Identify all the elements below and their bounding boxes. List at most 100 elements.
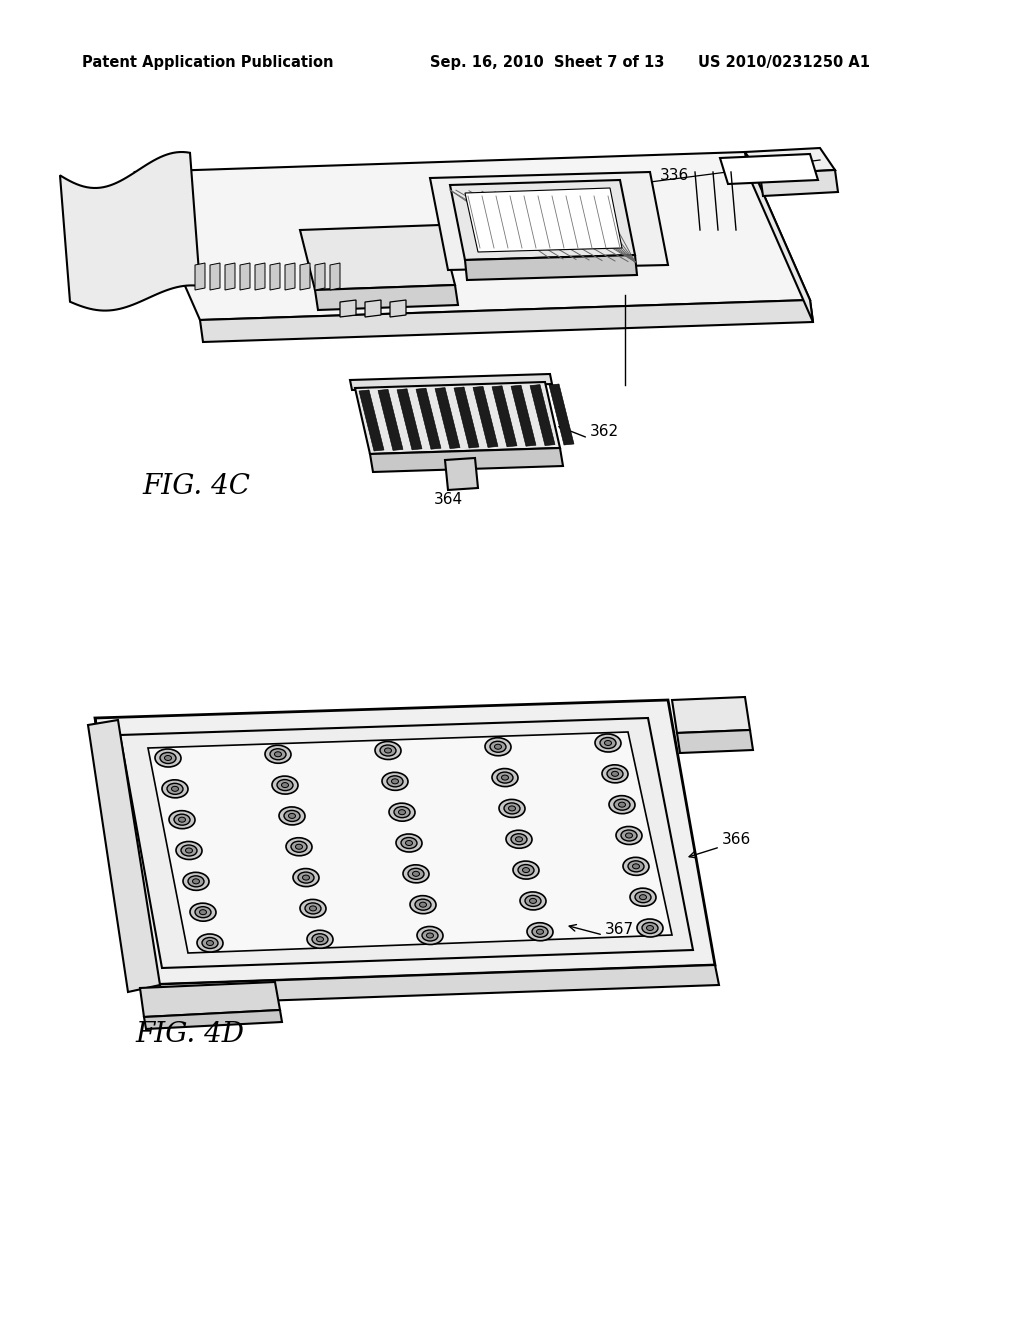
- Polygon shape: [195, 263, 205, 290]
- Ellipse shape: [396, 834, 422, 851]
- Ellipse shape: [384, 748, 391, 752]
- Polygon shape: [430, 172, 668, 271]
- Polygon shape: [255, 263, 265, 290]
- Ellipse shape: [375, 742, 401, 759]
- Ellipse shape: [265, 746, 291, 763]
- Ellipse shape: [626, 833, 633, 838]
- Ellipse shape: [623, 857, 649, 875]
- Ellipse shape: [286, 838, 312, 855]
- Ellipse shape: [197, 935, 223, 952]
- Ellipse shape: [183, 873, 209, 890]
- Ellipse shape: [380, 744, 396, 756]
- Ellipse shape: [162, 780, 188, 797]
- Ellipse shape: [602, 764, 628, 783]
- Polygon shape: [88, 719, 160, 993]
- Ellipse shape: [316, 937, 324, 941]
- Ellipse shape: [291, 841, 307, 853]
- Ellipse shape: [633, 863, 640, 869]
- Ellipse shape: [506, 830, 532, 849]
- Ellipse shape: [195, 907, 211, 917]
- Ellipse shape: [509, 807, 515, 810]
- Ellipse shape: [492, 768, 518, 787]
- Polygon shape: [60, 152, 200, 310]
- Ellipse shape: [305, 903, 321, 913]
- Ellipse shape: [529, 899, 537, 903]
- Polygon shape: [330, 263, 340, 290]
- Ellipse shape: [635, 892, 651, 903]
- Ellipse shape: [302, 875, 309, 880]
- Polygon shape: [210, 263, 220, 290]
- Ellipse shape: [188, 876, 204, 887]
- Text: FIG. 4D: FIG. 4D: [135, 1022, 244, 1048]
- Polygon shape: [240, 263, 250, 290]
- Ellipse shape: [518, 865, 534, 875]
- Polygon shape: [416, 388, 441, 449]
- Ellipse shape: [270, 748, 286, 760]
- Polygon shape: [95, 700, 715, 985]
- Polygon shape: [120, 718, 693, 968]
- Polygon shape: [677, 730, 753, 752]
- Ellipse shape: [382, 772, 408, 791]
- Text: 367: 367: [605, 923, 634, 937]
- Ellipse shape: [618, 803, 626, 807]
- Ellipse shape: [417, 927, 443, 945]
- Polygon shape: [549, 384, 574, 445]
- Ellipse shape: [408, 869, 424, 879]
- Polygon shape: [492, 385, 517, 446]
- Text: 336: 336: [660, 168, 689, 182]
- Ellipse shape: [293, 869, 319, 887]
- Ellipse shape: [630, 888, 656, 906]
- Ellipse shape: [307, 931, 333, 948]
- Ellipse shape: [178, 817, 185, 822]
- Text: 364: 364: [433, 492, 463, 507]
- Polygon shape: [465, 187, 622, 252]
- Ellipse shape: [621, 830, 637, 841]
- Text: US 2010/0231250 A1: US 2010/0231250 A1: [698, 54, 870, 70]
- Ellipse shape: [499, 800, 525, 817]
- Polygon shape: [355, 381, 560, 454]
- Ellipse shape: [169, 810, 195, 829]
- Ellipse shape: [537, 929, 544, 935]
- Ellipse shape: [502, 775, 509, 780]
- Ellipse shape: [604, 741, 611, 746]
- Ellipse shape: [522, 867, 529, 873]
- Polygon shape: [745, 148, 835, 174]
- Polygon shape: [450, 180, 635, 260]
- Ellipse shape: [171, 787, 178, 791]
- Ellipse shape: [165, 755, 171, 760]
- Polygon shape: [672, 697, 750, 733]
- Polygon shape: [378, 389, 403, 450]
- Ellipse shape: [515, 837, 522, 842]
- Polygon shape: [300, 263, 310, 290]
- Polygon shape: [760, 170, 838, 195]
- Ellipse shape: [406, 841, 413, 846]
- Ellipse shape: [611, 771, 618, 776]
- Ellipse shape: [160, 752, 176, 763]
- Ellipse shape: [387, 776, 403, 787]
- Ellipse shape: [176, 841, 202, 859]
- Ellipse shape: [300, 899, 326, 917]
- Ellipse shape: [296, 845, 302, 849]
- Ellipse shape: [289, 813, 296, 818]
- Ellipse shape: [398, 809, 406, 814]
- Ellipse shape: [282, 783, 289, 788]
- Ellipse shape: [628, 861, 644, 871]
- Ellipse shape: [640, 895, 646, 900]
- Ellipse shape: [600, 738, 616, 748]
- Polygon shape: [140, 982, 280, 1016]
- Text: 366: 366: [722, 833, 752, 847]
- Ellipse shape: [190, 903, 216, 921]
- Polygon shape: [390, 300, 406, 317]
- Ellipse shape: [200, 909, 207, 915]
- Ellipse shape: [391, 779, 398, 784]
- Ellipse shape: [298, 873, 314, 883]
- Ellipse shape: [272, 776, 298, 795]
- Polygon shape: [140, 965, 719, 1005]
- Ellipse shape: [497, 772, 513, 783]
- Polygon shape: [315, 263, 325, 290]
- Ellipse shape: [495, 744, 502, 750]
- Polygon shape: [435, 388, 460, 449]
- Polygon shape: [720, 154, 818, 183]
- Polygon shape: [225, 263, 234, 290]
- Ellipse shape: [309, 906, 316, 911]
